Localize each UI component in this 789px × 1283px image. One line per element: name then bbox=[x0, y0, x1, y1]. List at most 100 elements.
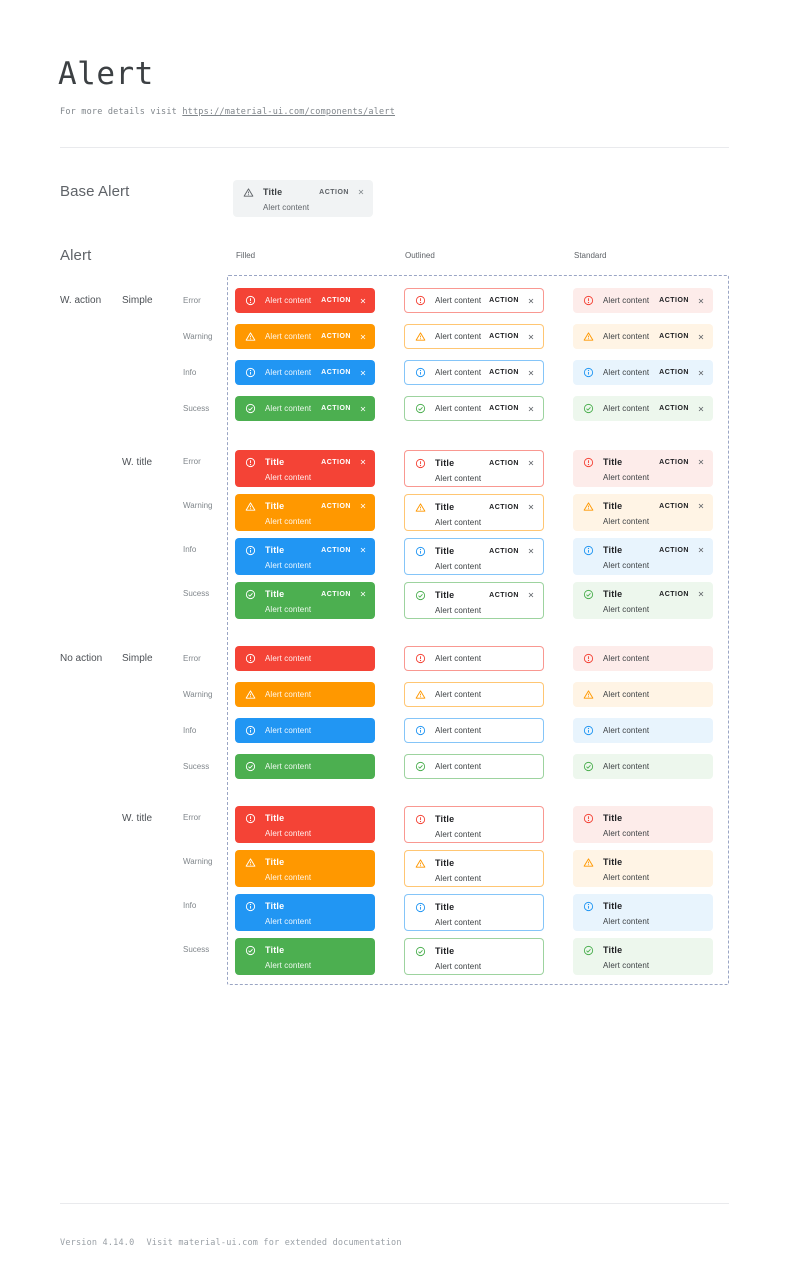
grid-row-warning: Warning Title Alert content Title Alert cont… bbox=[60, 850, 729, 887]
action-button[interactable]: ACTION bbox=[319, 188, 349, 196]
close-icon[interactable] bbox=[697, 546, 705, 554]
alert-outlined-warning: Alert content ACTION bbox=[404, 324, 544, 349]
action-button[interactable]: ACTION bbox=[321, 546, 351, 554]
action-button[interactable]: ACTION bbox=[659, 333, 689, 340]
action-button[interactable]: ACTION bbox=[659, 502, 689, 510]
action-button[interactable]: ACTION bbox=[659, 590, 689, 598]
alert-standard-info-titled: Title Alert content bbox=[573, 894, 713, 931]
close-icon[interactable] bbox=[697, 590, 705, 598]
alert-body: Alert content bbox=[265, 654, 367, 663]
alert-content: Alert content bbox=[265, 605, 312, 614]
action-button[interactable]: ACTION bbox=[489, 591, 519, 599]
action-button[interactable]: ACTION bbox=[321, 333, 351, 340]
success-icon bbox=[245, 589, 256, 600]
success-icon bbox=[415, 403, 426, 414]
alert-standard-warning-titled: Title Alert content ACTION bbox=[573, 494, 713, 531]
action-button[interactable]: ACTION bbox=[321, 502, 351, 510]
action-button[interactable]: ACTION bbox=[321, 590, 351, 598]
alert-filled-success-titled: Title Alert content ACTION bbox=[235, 582, 375, 619]
close-icon[interactable] bbox=[527, 333, 535, 341]
alert-content: Alert content bbox=[435, 726, 482, 735]
close-icon[interactable] bbox=[359, 405, 367, 413]
alert-title: Title bbox=[435, 858, 455, 868]
alert-body: Alert content bbox=[435, 368, 485, 377]
action-button[interactable]: ACTION bbox=[321, 458, 351, 466]
action-button[interactable]: ACTION bbox=[321, 369, 351, 376]
alert-content: Alert content bbox=[603, 961, 650, 970]
alert-filled-info-titled: Title Alert content ACTION bbox=[235, 538, 375, 575]
alert-action-area: ACTION bbox=[489, 547, 535, 555]
close-icon[interactable] bbox=[697, 297, 705, 305]
page-title: Alert bbox=[58, 56, 154, 92]
close-icon[interactable] bbox=[359, 297, 367, 305]
close-icon[interactable] bbox=[359, 458, 367, 466]
action-button[interactable]: ACTION bbox=[489, 333, 519, 340]
close-icon[interactable] bbox=[527, 547, 535, 555]
severity-label-success: Sucess bbox=[183, 762, 210, 771]
action-button[interactable]: ACTION bbox=[321, 405, 351, 412]
alert-filled-error: Alert content bbox=[235, 646, 375, 671]
alert-content: Alert content bbox=[435, 830, 482, 839]
severity-label-error: Error bbox=[183, 654, 201, 663]
alert-body: Title Alert content bbox=[435, 458, 485, 483]
action-button[interactable]: ACTION bbox=[659, 546, 689, 554]
close-icon[interactable] bbox=[527, 503, 535, 511]
close-icon[interactable] bbox=[359, 546, 367, 554]
subgroup-label bbox=[122, 938, 183, 945]
action-button[interactable]: ACTION bbox=[489, 369, 519, 376]
alert-title: Title bbox=[435, 546, 455, 556]
close-icon[interactable] bbox=[359, 333, 367, 341]
close-icon[interactable] bbox=[697, 369, 705, 377]
group-label bbox=[60, 494, 122, 501]
action-button[interactable]: ACTION bbox=[659, 458, 689, 466]
close-icon[interactable] bbox=[527, 405, 535, 413]
severity-label-warning: Warning bbox=[183, 857, 213, 866]
info-icon bbox=[583, 545, 594, 556]
alert-body: Alert content bbox=[603, 368, 655, 377]
action-button[interactable]: ACTION bbox=[489, 459, 519, 467]
alert-content: Alert content bbox=[603, 332, 650, 341]
error-icon bbox=[583, 653, 594, 664]
close-icon[interactable] bbox=[357, 188, 365, 196]
action-button[interactable]: ACTION bbox=[659, 405, 689, 412]
action-button[interactable]: ACTION bbox=[659, 297, 689, 304]
severity-label-success: Sucess bbox=[183, 945, 210, 954]
alert-body: Title Alert content bbox=[265, 545, 317, 570]
alert-content: Alert content bbox=[435, 606, 482, 615]
success-icon bbox=[245, 945, 256, 956]
alert-body: Alert content bbox=[603, 296, 655, 305]
alert-filled-error-titled: Title Alert content bbox=[235, 806, 375, 843]
warning-icon bbox=[415, 858, 426, 869]
subtitle: For more details visit https://material-… bbox=[60, 107, 395, 117]
close-icon[interactable] bbox=[359, 502, 367, 510]
close-icon[interactable] bbox=[697, 405, 705, 413]
action-button[interactable]: ACTION bbox=[489, 297, 519, 304]
alert-outlined-success-titled: Title Alert content ACTION bbox=[404, 582, 544, 619]
close-icon[interactable] bbox=[697, 502, 705, 510]
grid-row-error: W. title Error Title Alert content ACTION Tit… bbox=[60, 450, 729, 487]
docs-link[interactable]: https://material-ui.com/components/alert bbox=[182, 107, 396, 117]
action-button[interactable]: ACTION bbox=[489, 547, 519, 555]
close-icon[interactable] bbox=[697, 458, 705, 466]
action-button[interactable]: ACTION bbox=[659, 369, 689, 376]
close-icon[interactable] bbox=[527, 297, 535, 305]
close-icon[interactable] bbox=[359, 369, 367, 377]
action-button[interactable]: ACTION bbox=[321, 297, 351, 304]
close-icon[interactable] bbox=[527, 369, 535, 377]
alert-action-area: ACTION bbox=[489, 459, 535, 467]
close-icon[interactable] bbox=[359, 590, 367, 598]
alert-action-area: ACTION bbox=[659, 590, 705, 598]
close-icon[interactable] bbox=[697, 333, 705, 341]
alert-body: Title Alert content bbox=[435, 502, 485, 527]
close-icon[interactable] bbox=[527, 591, 535, 599]
alert-title: Title bbox=[265, 901, 285, 911]
alert-body: Title Alert content bbox=[265, 457, 317, 482]
action-button[interactable]: ACTION bbox=[489, 405, 519, 412]
close-icon[interactable] bbox=[527, 459, 535, 467]
alert-body: Title Alert content bbox=[265, 589, 317, 614]
action-button[interactable]: ACTION bbox=[489, 503, 519, 511]
alert-content: Alert content bbox=[435, 518, 482, 527]
group-label: W. action bbox=[60, 295, 102, 306]
alert-outlined-error: Alert content bbox=[404, 646, 544, 671]
severity-label-warning: Warning bbox=[183, 690, 213, 699]
